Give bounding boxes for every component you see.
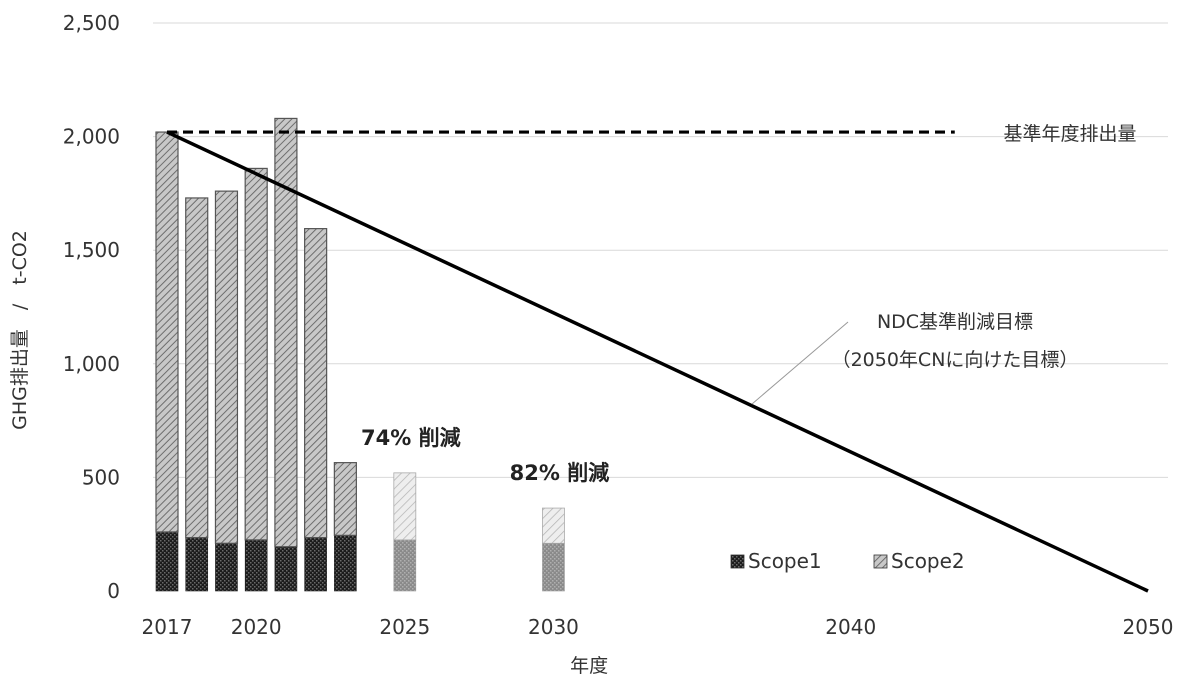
x-axis-title: 年度 <box>570 655 608 677</box>
bar-scope2-2023 <box>333 462 357 536</box>
x-tick-label: 2025 <box>379 615 430 639</box>
bar-scope2-2019 <box>214 190 239 544</box>
bar-scope2-2017 <box>155 131 179 533</box>
bar-scope1-2025 <box>393 539 417 592</box>
ndc-target-line <box>166 130 1149 593</box>
x-tick-label: 2017 <box>142 615 193 639</box>
legend-swatch-scope1 <box>730 554 745 569</box>
y-tick-label: 0 <box>107 579 120 603</box>
bar-scope1-2017 <box>155 531 179 592</box>
bar-scope2-2030 <box>542 507 565 544</box>
baseline-label: 基準年度排出量 <box>1003 123 1136 145</box>
ndc-label-line2: （2050年CNに向けた目標） <box>832 349 1079 371</box>
x-tick-label: 2040 <box>825 615 876 639</box>
bar-scope1-2022 <box>304 537 327 592</box>
legend-label-scope1: Scope1 <box>748 549 822 573</box>
bar-scope1-2019 <box>215 542 238 592</box>
x-tick-label: 2030 <box>528 615 579 639</box>
bar-scope1-2023 <box>334 535 357 592</box>
bar-scope1-2020 <box>244 539 268 592</box>
legend-swatch-scope2 <box>873 554 888 569</box>
ndc-label-line1: NDC基準削減目標 <box>877 311 1033 333</box>
y-tick-label: 1,000 <box>63 352 120 376</box>
bar-scope2-2018 <box>185 197 209 539</box>
reduction-label-2025: 74% 削減 <box>361 426 461 450</box>
bar-scope2-2020 <box>244 167 268 541</box>
bar-scope1-2018 <box>185 537 209 592</box>
y-tick-label: 2,000 <box>63 125 120 149</box>
y-tick-label: 1,500 <box>63 238 120 262</box>
y-tick-label: 2,500 <box>63 11 120 35</box>
bar-scope2-2022 <box>304 228 328 539</box>
y-axis-title: GHG排出量 / t-CO2 <box>9 230 31 430</box>
bar-scope1-2030 <box>542 542 565 592</box>
bar-scope1-2021 <box>274 546 298 592</box>
reduction-label-2030: 82% 削減 <box>510 461 610 485</box>
bar-scope2-2025 <box>393 472 417 541</box>
x-tick-label: 2050 <box>1123 615 1174 639</box>
ndc-leader-line <box>751 321 849 405</box>
legend-label-scope2: Scope2 <box>891 549 965 573</box>
bar-scope2-2021 <box>274 117 298 548</box>
y-tick-label: 500 <box>82 465 120 489</box>
x-tick-label: 2020 <box>231 615 282 639</box>
